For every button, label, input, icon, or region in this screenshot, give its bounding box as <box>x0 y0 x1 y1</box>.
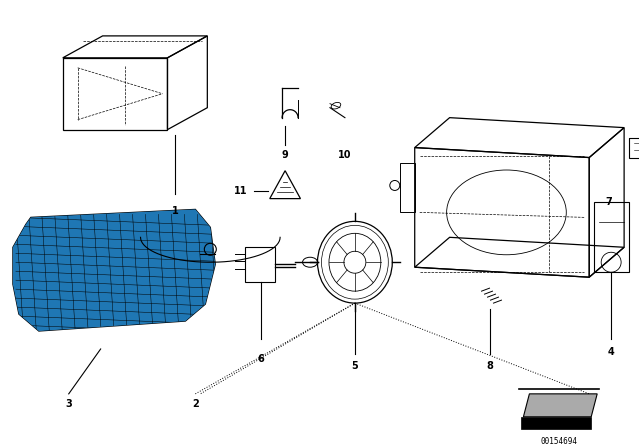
Polygon shape <box>13 209 215 331</box>
Text: 4: 4 <box>608 347 614 357</box>
Text: 8: 8 <box>486 361 493 371</box>
Text: 2: 2 <box>192 399 199 409</box>
Text: 10: 10 <box>338 150 351 159</box>
Bar <box>629 138 640 158</box>
Text: 1: 1 <box>172 207 179 216</box>
Text: 11: 11 <box>234 186 247 196</box>
Text: 00154694: 00154694 <box>541 437 578 446</box>
Text: 9: 9 <box>282 150 289 159</box>
Bar <box>245 247 275 282</box>
Text: 7: 7 <box>606 198 612 207</box>
Text: 3: 3 <box>65 399 72 409</box>
Text: 6: 6 <box>258 354 264 364</box>
Bar <box>400 163 415 212</box>
Text: 5: 5 <box>351 361 358 371</box>
Bar <box>522 417 591 429</box>
Polygon shape <box>524 394 597 417</box>
